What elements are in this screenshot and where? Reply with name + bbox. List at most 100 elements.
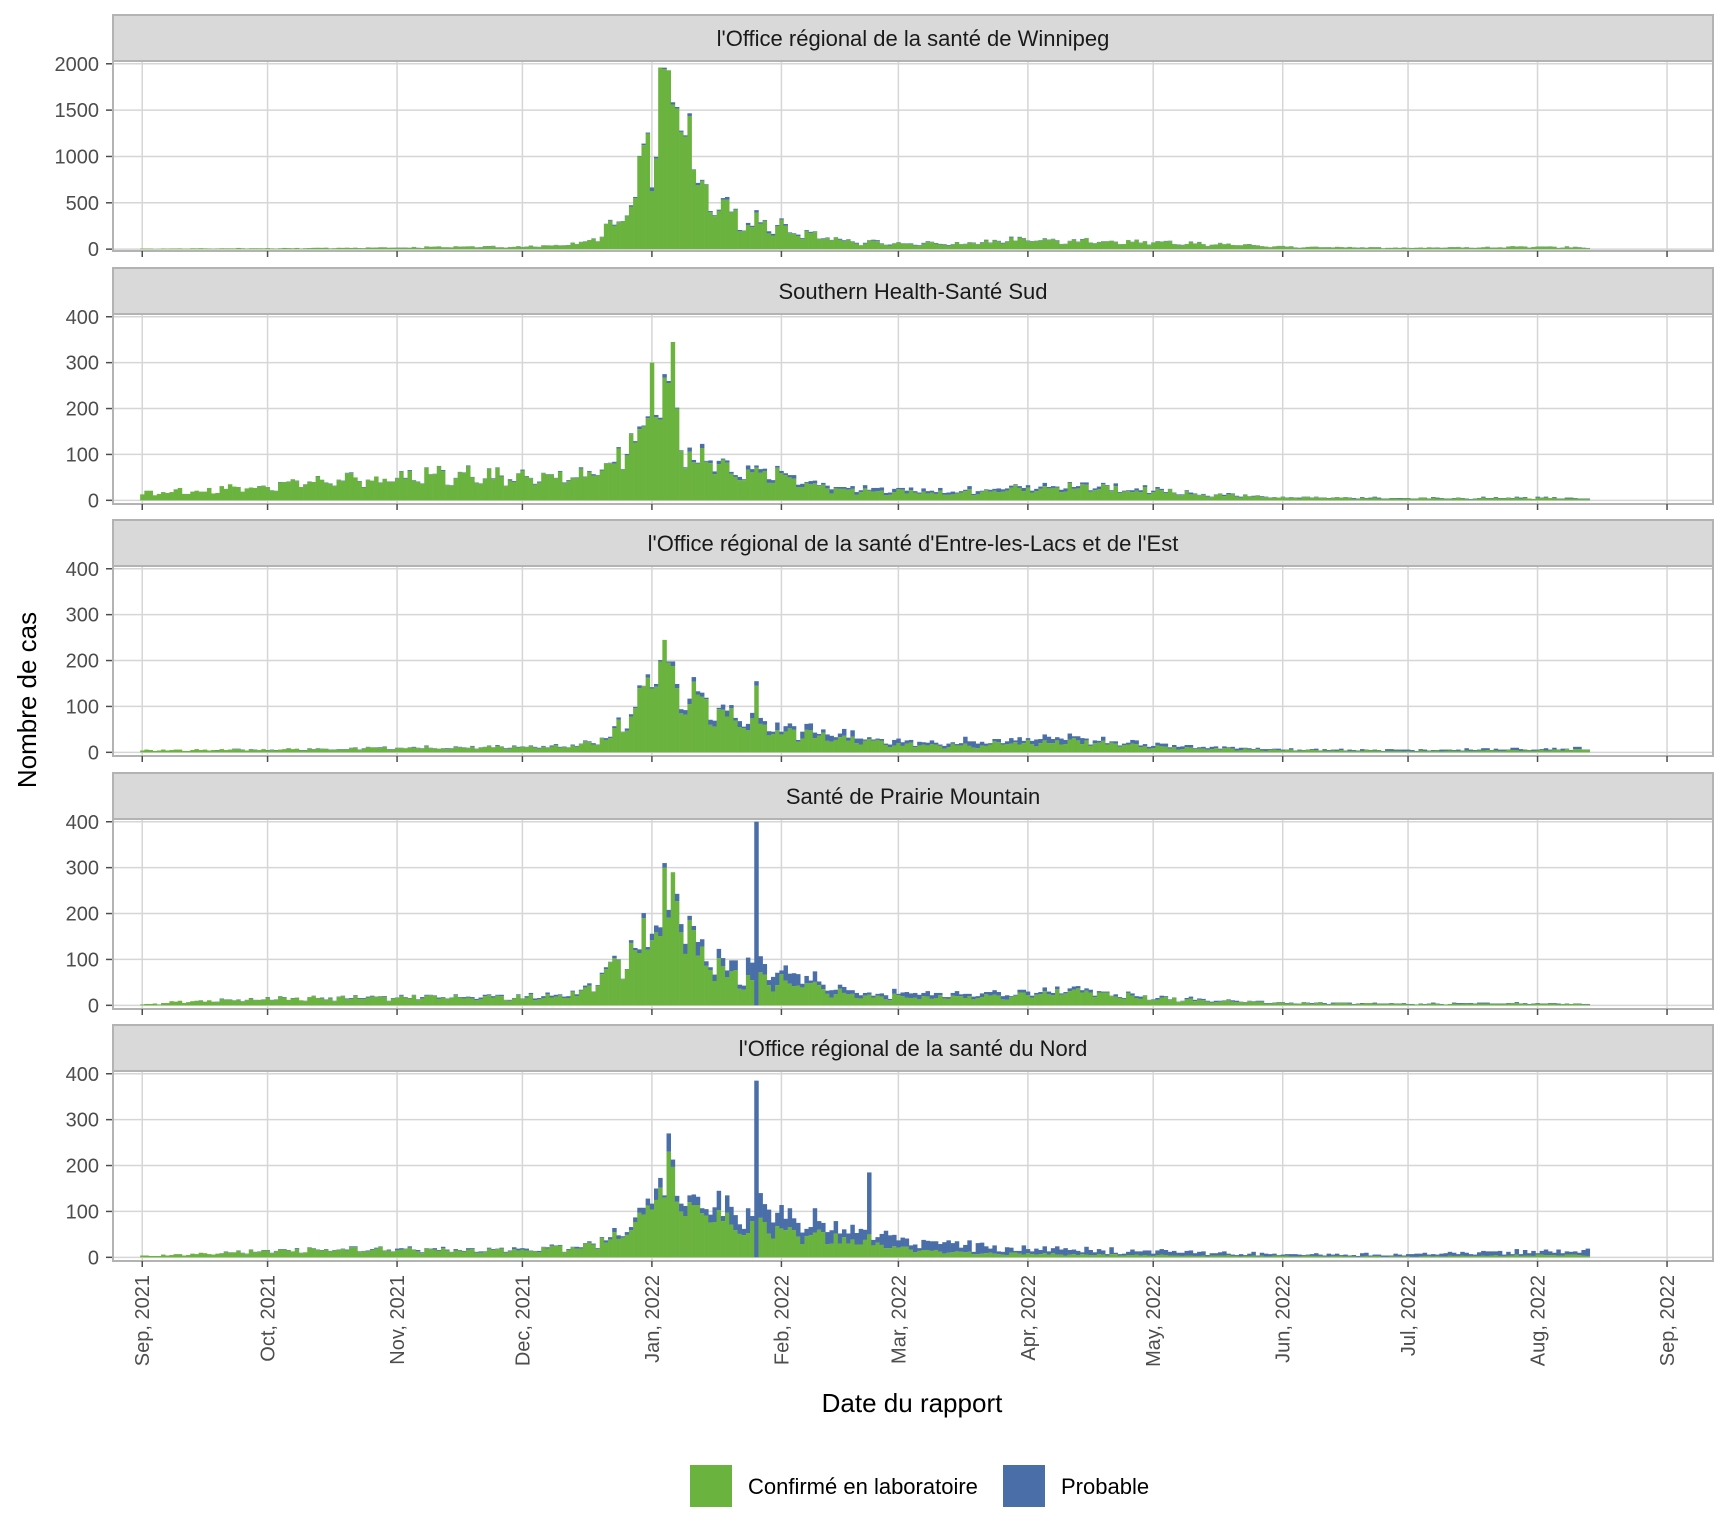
bar-probable	[1418, 1253, 1423, 1257]
bar-confirmed	[624, 455, 630, 501]
bar-confirmed	[666, 383, 672, 501]
bar-confirmed	[628, 1230, 634, 1258]
bar-confirmed	[591, 1244, 596, 1258]
bar-probable	[1435, 1254, 1440, 1256]
bar-confirmed	[1034, 1254, 1039, 1258]
bar-probable	[1117, 492, 1123, 493]
bar-probable	[1481, 748, 1486, 751]
bar-confirmed	[1297, 1256, 1302, 1258]
bar-probable	[1163, 1249, 1169, 1256]
bar-probable	[478, 997, 484, 1000]
bar-probable	[1017, 236, 1022, 238]
bar-confirmed	[369, 996, 375, 1006]
y-tick-label: 0	[88, 995, 99, 1017]
bar-probable	[633, 196, 638, 199]
bar-confirmed	[1209, 1002, 1215, 1006]
bar-confirmed	[679, 131, 684, 250]
bar-confirmed	[892, 492, 897, 501]
bar-probable	[1573, 746, 1578, 750]
bar-confirmed	[1347, 498, 1352, 501]
bar-confirmed	[1414, 751, 1419, 753]
bar-probable	[1046, 991, 1052, 995]
bar-confirmed	[1397, 247, 1403, 250]
bar-confirmed	[942, 748, 947, 753]
bar-confirmed	[716, 958, 722, 1006]
bar-probable	[1121, 1253, 1127, 1256]
bar-probable	[833, 487, 839, 489]
bar-confirmed	[486, 745, 492, 753]
bar-confirmed	[1560, 247, 1565, 250]
bar-confirmed	[779, 219, 784, 250]
bar-confirmed	[1217, 243, 1223, 250]
bar-probable	[1568, 497, 1574, 499]
bar-confirmed	[303, 484, 308, 501]
bar-confirmed	[867, 994, 872, 1006]
bar-confirmed	[499, 476, 504, 501]
bar-confirmed	[1372, 497, 1378, 501]
bar-confirmed	[708, 463, 713, 501]
bar-confirmed	[1405, 498, 1411, 501]
bar-probable	[674, 407, 680, 409]
bar-confirmed	[466, 466, 471, 501]
bar-probable	[896, 993, 901, 996]
bar-probable	[1063, 488, 1068, 492]
bar-confirmed	[1188, 1255, 1194, 1258]
bar-confirmed	[1046, 994, 1052, 1006]
bar-probable	[725, 970, 730, 978]
bar-confirmed	[1385, 248, 1390, 250]
bar-probable	[1234, 1255, 1240, 1256]
bar-confirmed	[1497, 750, 1503, 753]
bar-confirmed	[733, 209, 738, 250]
bar-probable	[1573, 1251, 1578, 1255]
bar-confirmed	[800, 738, 805, 753]
bar-confirmed	[1343, 1003, 1348, 1006]
bar-confirmed	[1451, 498, 1457, 501]
bar-probable	[1009, 738, 1014, 744]
bar-probable	[687, 447, 692, 452]
bar-confirmed	[762, 1221, 768, 1258]
bar-probable	[1472, 1254, 1478, 1256]
bar-confirmed	[1205, 1001, 1210, 1006]
bar-confirmed	[620, 979, 626, 1006]
bar-probable	[1142, 485, 1148, 488]
bar-confirmed	[1284, 1003, 1290, 1006]
bar-confirmed	[1552, 749, 1557, 753]
bar-confirmed	[349, 748, 354, 753]
bar-confirmed	[1142, 1255, 1148, 1258]
bar-confirmed	[704, 965, 709, 1006]
bar-confirmed	[1326, 1256, 1332, 1258]
bar-probable	[758, 469, 763, 473]
bar-confirmed	[1063, 491, 1068, 501]
bar-confirmed	[1180, 749, 1185, 753]
bar-probable	[1059, 1249, 1064, 1255]
bar-confirmed	[837, 988, 843, 1006]
bar-confirmed	[1009, 743, 1014, 753]
bar-probable	[913, 491, 918, 493]
bar-confirmed	[1234, 1002, 1240, 1006]
bar-confirmed	[323, 482, 329, 501]
bar-confirmed	[407, 998, 412, 1006]
bar-probable	[637, 1207, 642, 1213]
bar-confirmed	[1531, 247, 1536, 250]
bar-confirmed	[457, 1250, 463, 1258]
bar-confirmed	[1243, 244, 1248, 250]
bar-confirmed	[1276, 246, 1281, 250]
bar-probable	[582, 740, 588, 742]
bar-probable	[1109, 1247, 1114, 1255]
bar-confirmed	[407, 247, 412, 250]
bar-confirmed	[420, 248, 425, 250]
bar-confirmed	[482, 747, 488, 753]
bar-confirmed	[1435, 247, 1440, 250]
bar-confirmed	[967, 745, 972, 753]
y-tick-label: 400	[66, 812, 99, 834]
bar-confirmed	[1117, 997, 1123, 1006]
bar-confirmed	[1447, 1003, 1453, 1006]
bar-confirmed	[223, 750, 229, 753]
bar-probable	[938, 243, 943, 245]
bar-confirmed	[1460, 750, 1465, 753]
bar-confirmed	[173, 489, 179, 501]
bar-confirmed	[900, 243, 905, 250]
bar-probable	[1543, 496, 1549, 498]
bar-probable	[921, 1239, 926, 1250]
bar-confirmed	[194, 749, 199, 753]
